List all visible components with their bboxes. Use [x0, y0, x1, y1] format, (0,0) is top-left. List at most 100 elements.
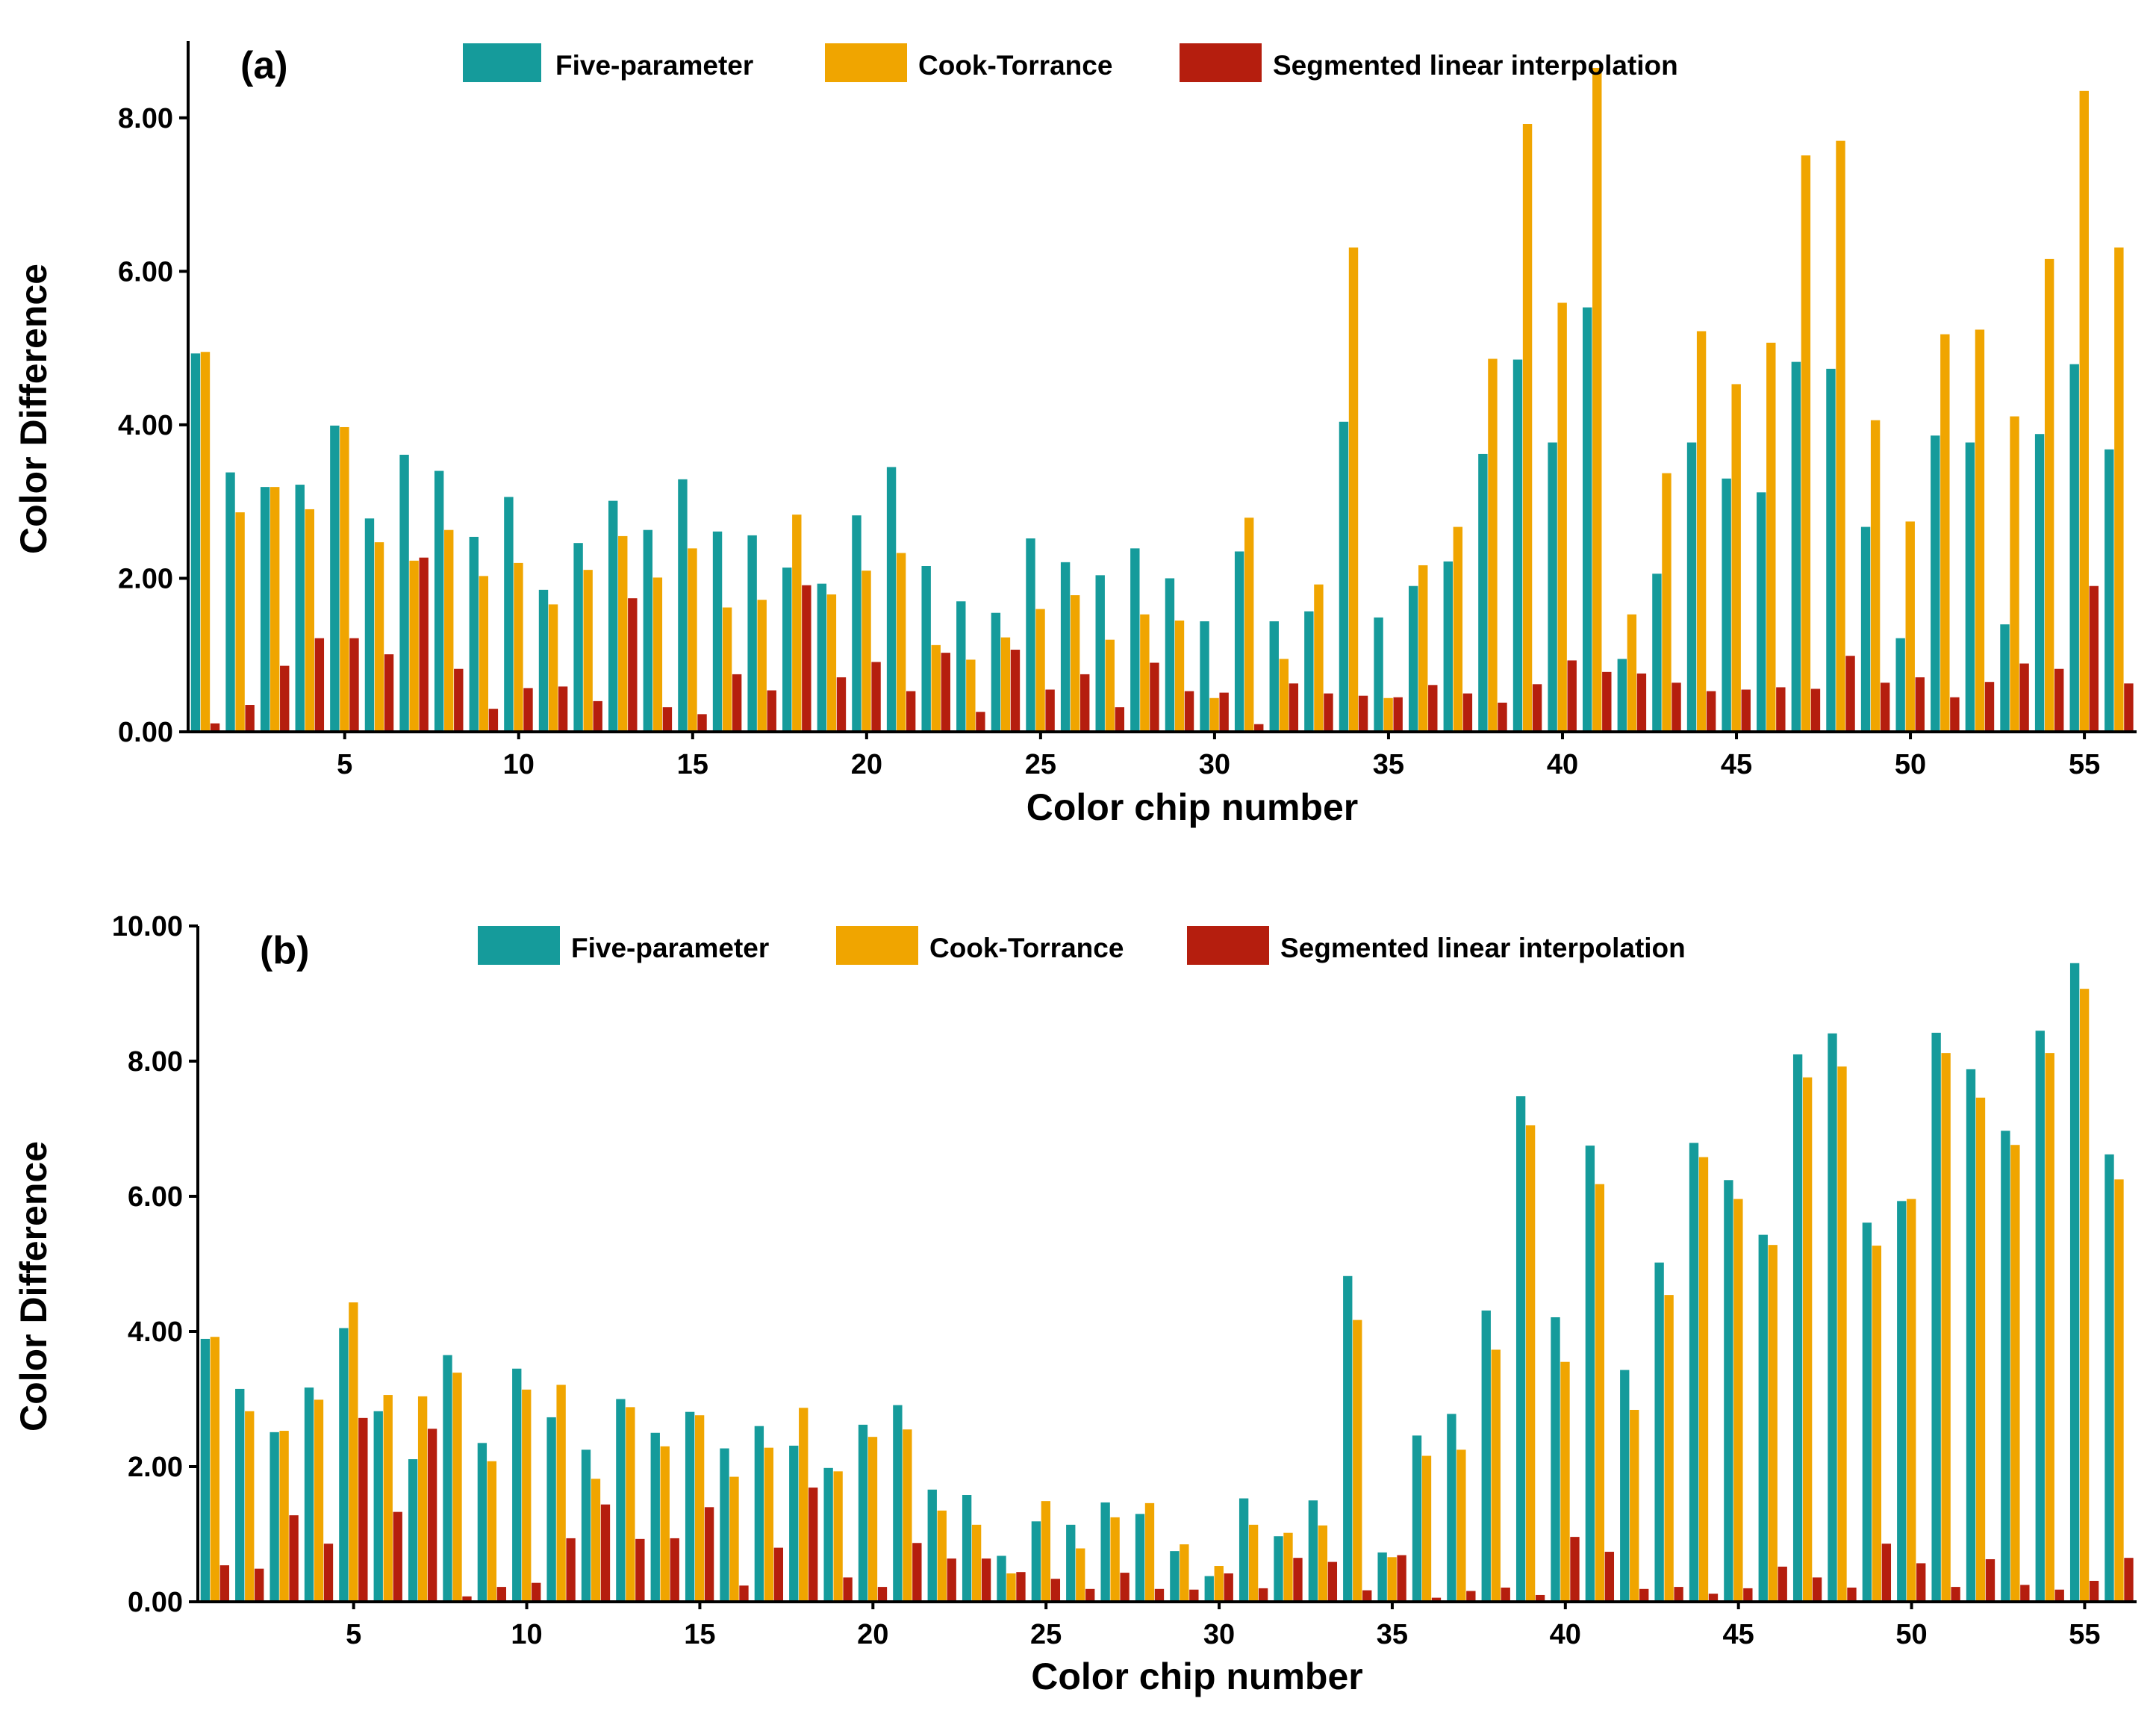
bar-segmented-chip-31: Segmented linear interpolation, chip 31:…	[1258, 1588, 1268, 1602]
bar-five-parameter-chip-6: Five-parameter, chip 6: 2.78	[364, 518, 375, 732]
bar-segmented-chip-38: Segmented linear interpolation, chip 38:…	[1498, 702, 1507, 732]
legend-swatch-five-parameter	[463, 43, 541, 82]
bar-five-parameter-chip-23: Five-parameter, chip 23: 1.70	[956, 601, 966, 732]
bar-five-parameter-chip-45: Five-parameter, chip 45: 3.30	[1722, 478, 1731, 732]
bar-cook-torrance-chip-35: Cook-Torrance, chip 35: 0.44	[1383, 697, 1393, 732]
x-tick-label: 55	[2069, 749, 2100, 780]
bar-five-parameter-chip-45: Five-parameter, chip 45: 6.24	[1724, 1180, 1733, 1602]
bar-five-parameter-chip-41: Five-parameter, chip 41: 6.75	[1585, 1146, 1595, 1603]
bar-cook-torrance-chip-6: Cook-Torrance, chip 6: 2.47	[374, 542, 384, 732]
bar-segmented-chip-15: Segmented linear interpolation, chip 15:…	[704, 1507, 714, 1602]
bar-segmented-chip-55: Segmented linear interpolation, chip 55:…	[2089, 1580, 2099, 1602]
bar-five-parameter-chip-54: Five-parameter, chip 54: 8.45	[2035, 1031, 2045, 1602]
bar-segmented-chip-37: Segmented linear interpolation, chip 37:…	[1462, 693, 1473, 732]
y-tick-label: 10.00	[112, 911, 183, 942]
bar-cook-torrance-chip-9: Cook-Torrance, chip 9: 2.08	[487, 1461, 497, 1602]
bar-segmented-chip-39: Segmented linear interpolation, chip 39:…	[1532, 684, 1542, 732]
x-tick-label: 45	[1723, 1619, 1754, 1650]
bar-cook-torrance-chip-32: Cook-Torrance, chip 32: 1.02	[1283, 1532, 1293, 1602]
bar-cook-torrance-chip-27: Cook-Torrance, chip 27: 1.20	[1105, 639, 1115, 732]
bar-five-parameter-chip-7: Five-parameter, chip 7: 2.11	[408, 1459, 418, 1602]
bar-five-parameter-chip-33: Five-parameter, chip 33: 1.50	[1308, 1500, 1318, 1602]
legend-label-five-parameter: Five-parameter	[571, 933, 769, 963]
bar-five-parameter-chip-18: Five-parameter, chip 18: 2.31	[789, 1445, 799, 1602]
x-tick-label: 5	[337, 749, 352, 780]
bar-segmented-chip-7: Segmented linear interpolation, chip 7: …	[427, 1429, 437, 1602]
bar-segmented-chip-35: Segmented linear interpolation, chip 35:…	[1393, 697, 1403, 732]
bar-cook-torrance-chip-23: Cook-Torrance, chip 23: 0.94	[966, 659, 976, 732]
bar-five-parameter-chip-55: Five-parameter, chip 55: 4.79	[2069, 364, 2079, 732]
bar-segmented-chip-18: Segmented linear interpolation, chip 18:…	[808, 1488, 818, 1602]
bar-segmented-chip-39: Segmented linear interpolation, chip 39:…	[1535, 1594, 1545, 1602]
bar-five-parameter-chip-39: Five-parameter, chip 39: 7.48	[1515, 1096, 1526, 1602]
bar-cook-torrance-chip-49: Cook-Torrance, chip 49: 5.27	[1872, 1246, 1882, 1602]
bar-cook-torrance-chip-47: Cook-Torrance, chip 47: 7.76	[1802, 1077, 1813, 1602]
bar-five-parameter-chip-14: Five-parameter, chip 14: 2.63	[643, 529, 653, 732]
bar-segmented-chip-49: Segmented linear interpolation, chip 49:…	[1881, 1544, 1892, 1602]
bar-five-parameter-chip-8: Five-parameter, chip 8: 3.65	[443, 1355, 452, 1602]
bar-cook-torrance-chip-52: Cook-Torrance, chip 52: 5.24	[1975, 329, 1985, 732]
x-tick-label: 5	[346, 1619, 361, 1650]
bar-cook-torrance-chip-36: Cook-Torrance, chip 36: 2.17	[1418, 565, 1428, 732]
bar-segmented-chip-4: Segmented linear interpolation, chip 4: …	[323, 1544, 334, 1602]
bar-segmented-chip-34: Segmented linear interpolation, chip 34:…	[1358, 695, 1368, 732]
bar-segmented-chip-54: Segmented linear interpolation, chip 54:…	[2054, 668, 2064, 732]
bar-segmented-chip-13: Segmented linear interpolation, chip 13:…	[628, 598, 638, 732]
y-tick-label: 0.00	[128, 1587, 183, 1618]
bar-cook-torrance-chip-17: Cook-Torrance, chip 17: 1.72	[757, 600, 767, 732]
bar-segmented-chip-37: Segmented linear interpolation, chip 37:…	[1466, 1591, 1476, 1602]
bar-cook-torrance-chip-44: Cook-Torrance, chip 44: 6.58	[1698, 1157, 1709, 1602]
bar-five-parameter-chip-4: Five-parameter, chip 4: 3.17	[304, 1387, 314, 1602]
legend-swatch-segmented	[1180, 43, 1262, 82]
bar-segmented-chip-15: Segmented linear interpolation, chip 15:…	[697, 714, 707, 732]
bar-five-parameter-chip-50: Five-parameter, chip 50: 1.22	[1895, 638, 1905, 732]
bar-cook-torrance-chip-28: Cook-Torrance, chip 28: 1.53	[1140, 614, 1150, 732]
bar-five-parameter-chip-25: Five-parameter, chip 25: 1.19	[1031, 1521, 1041, 1602]
bar-five-parameter-chip-56: Five-parameter, chip 56: 3.68	[2104, 449, 2114, 732]
bar-segmented-chip-1: Segmented linear interpolation, chip 1: …	[210, 723, 220, 732]
bar-cook-torrance-chip-53: Cook-Torrance, chip 53: 6.76	[2010, 1145, 2020, 1602]
bar-cook-torrance-chip-27: Cook-Torrance, chip 27: 1.25	[1110, 1517, 1120, 1603]
bar-segmented-chip-4: Segmented linear interpolation, chip 4: …	[314, 638, 325, 732]
bar-segmented-chip-51: Segmented linear interpolation, chip 51:…	[1951, 1587, 1960, 1602]
bar-five-parameter-chip-33: Five-parameter, chip 33: 1.57	[1304, 611, 1314, 732]
bar-cook-torrance-chip-22: Cook-Torrance, chip 22: 1.13	[931, 644, 941, 732]
bar-five-parameter-chip-31: Five-parameter, chip 31: 2.35	[1234, 551, 1244, 732]
bar-cook-torrance-chip-37: Cook-Torrance, chip 37: 2.67	[1453, 526, 1463, 732]
bar-segmented-chip-10: Segmented linear interpolation, chip 10:…	[532, 1582, 541, 1602]
bar-segmented-chip-24: Segmented linear interpolation, chip 24:…	[1016, 1572, 1026, 1602]
bar-five-parameter-chip-34: Five-parameter, chip 34: 4.04	[1339, 421, 1349, 732]
bar-five-parameter-chip-27: Five-parameter, chip 27: 2.04	[1095, 575, 1105, 732]
bar-five-parameter-chip-35: Five-parameter, chip 35: 1.49	[1374, 617, 1383, 732]
chart-panel-a: Five-parameter, chip 1: 4.93 Five-paramet…	[13, 41, 2137, 828]
bar-five-parameter-chip-9: Five-parameter, chip 9: 2.35	[477, 1443, 487, 1602]
y-tick-label: 0.00	[118, 717, 173, 748]
bar-segmented-chip-45: Segmented linear interpolation, chip 45:…	[1743, 1588, 1753, 1602]
x-tick-label: 40	[1550, 1619, 1581, 1650]
bar-five-parameter-chip-43: Five-parameter, chip 43: 5.02	[1654, 1262, 1664, 1602]
bar-cook-torrance-chip-40: Cook-Torrance, chip 40: 3.55	[1560, 1361, 1570, 1602]
bar-cook-torrance-chip-12: Cook-Torrance, chip 12: 1.82	[591, 1479, 601, 1602]
bar-segmented-chip-11: Segmented linear interpolation, chip 11:…	[566, 1538, 576, 1602]
bar-segmented-chip-32: Segmented linear interpolation, chip 32:…	[1289, 683, 1299, 732]
bar-five-parameter-chip-26: Five-parameter, chip 26: 1.14	[1066, 1524, 1076, 1602]
bar-cook-torrance-chip-24: Cook-Torrance, chip 24: 0.42	[1006, 1573, 1016, 1602]
bar-segmented-chip-25: Segmented linear interpolation, chip 25:…	[1045, 689, 1055, 732]
bar-cook-torrance-chip-39: Cook-Torrance, chip 39: 7.92	[1522, 124, 1533, 732]
bar-segmented-chip-22: Segmented linear interpolation, chip 22:…	[947, 1558, 956, 1602]
bar-cook-torrance-chip-38: Cook-Torrance, chip 38: 4.86	[1488, 358, 1498, 732]
bar-cook-torrance-chip-9: Cook-Torrance, chip 9: 2.03	[479, 576, 489, 732]
x-tick-label: 55	[2069, 1619, 2100, 1650]
bar-five-parameter-chip-38: Five-parameter, chip 38: 4.31	[1481, 1310, 1491, 1602]
bar-segmented-chip-19: Segmented linear interpolation, chip 19:…	[836, 677, 847, 732]
bar-cook-torrance-chip-41: Cook-Torrance, chip 41: 8.65	[1592, 67, 1602, 733]
bar-five-parameter-chip-2: Five-parameter, chip 2: 3.15	[235, 1388, 245, 1602]
bar-cook-torrance-chip-53: Cook-Torrance, chip 53: 4.11	[2010, 416, 2019, 732]
bar-five-parameter-chip-17: Five-parameter, chip 17: 2.60	[754, 1426, 764, 1602]
bar-segmented-chip-3: Segmented linear interpolation, chip 3: …	[280, 665, 290, 732]
bar-segmented-chip-31: Segmented linear interpolation, chip 31:…	[1254, 724, 1264, 732]
bar-cook-torrance-chip-13: Cook-Torrance, chip 13: 2.88	[626, 1407, 635, 1602]
bar-segmented-chip-28: Segmented linear interpolation, chip 28:…	[1150, 662, 1159, 732]
bar-cook-torrance-chip-7: Cook-Torrance, chip 7: 3.04	[417, 1396, 428, 1602]
bar-five-parameter-chip-11: Five-parameter, chip 11: 2.73	[546, 1417, 556, 1602]
